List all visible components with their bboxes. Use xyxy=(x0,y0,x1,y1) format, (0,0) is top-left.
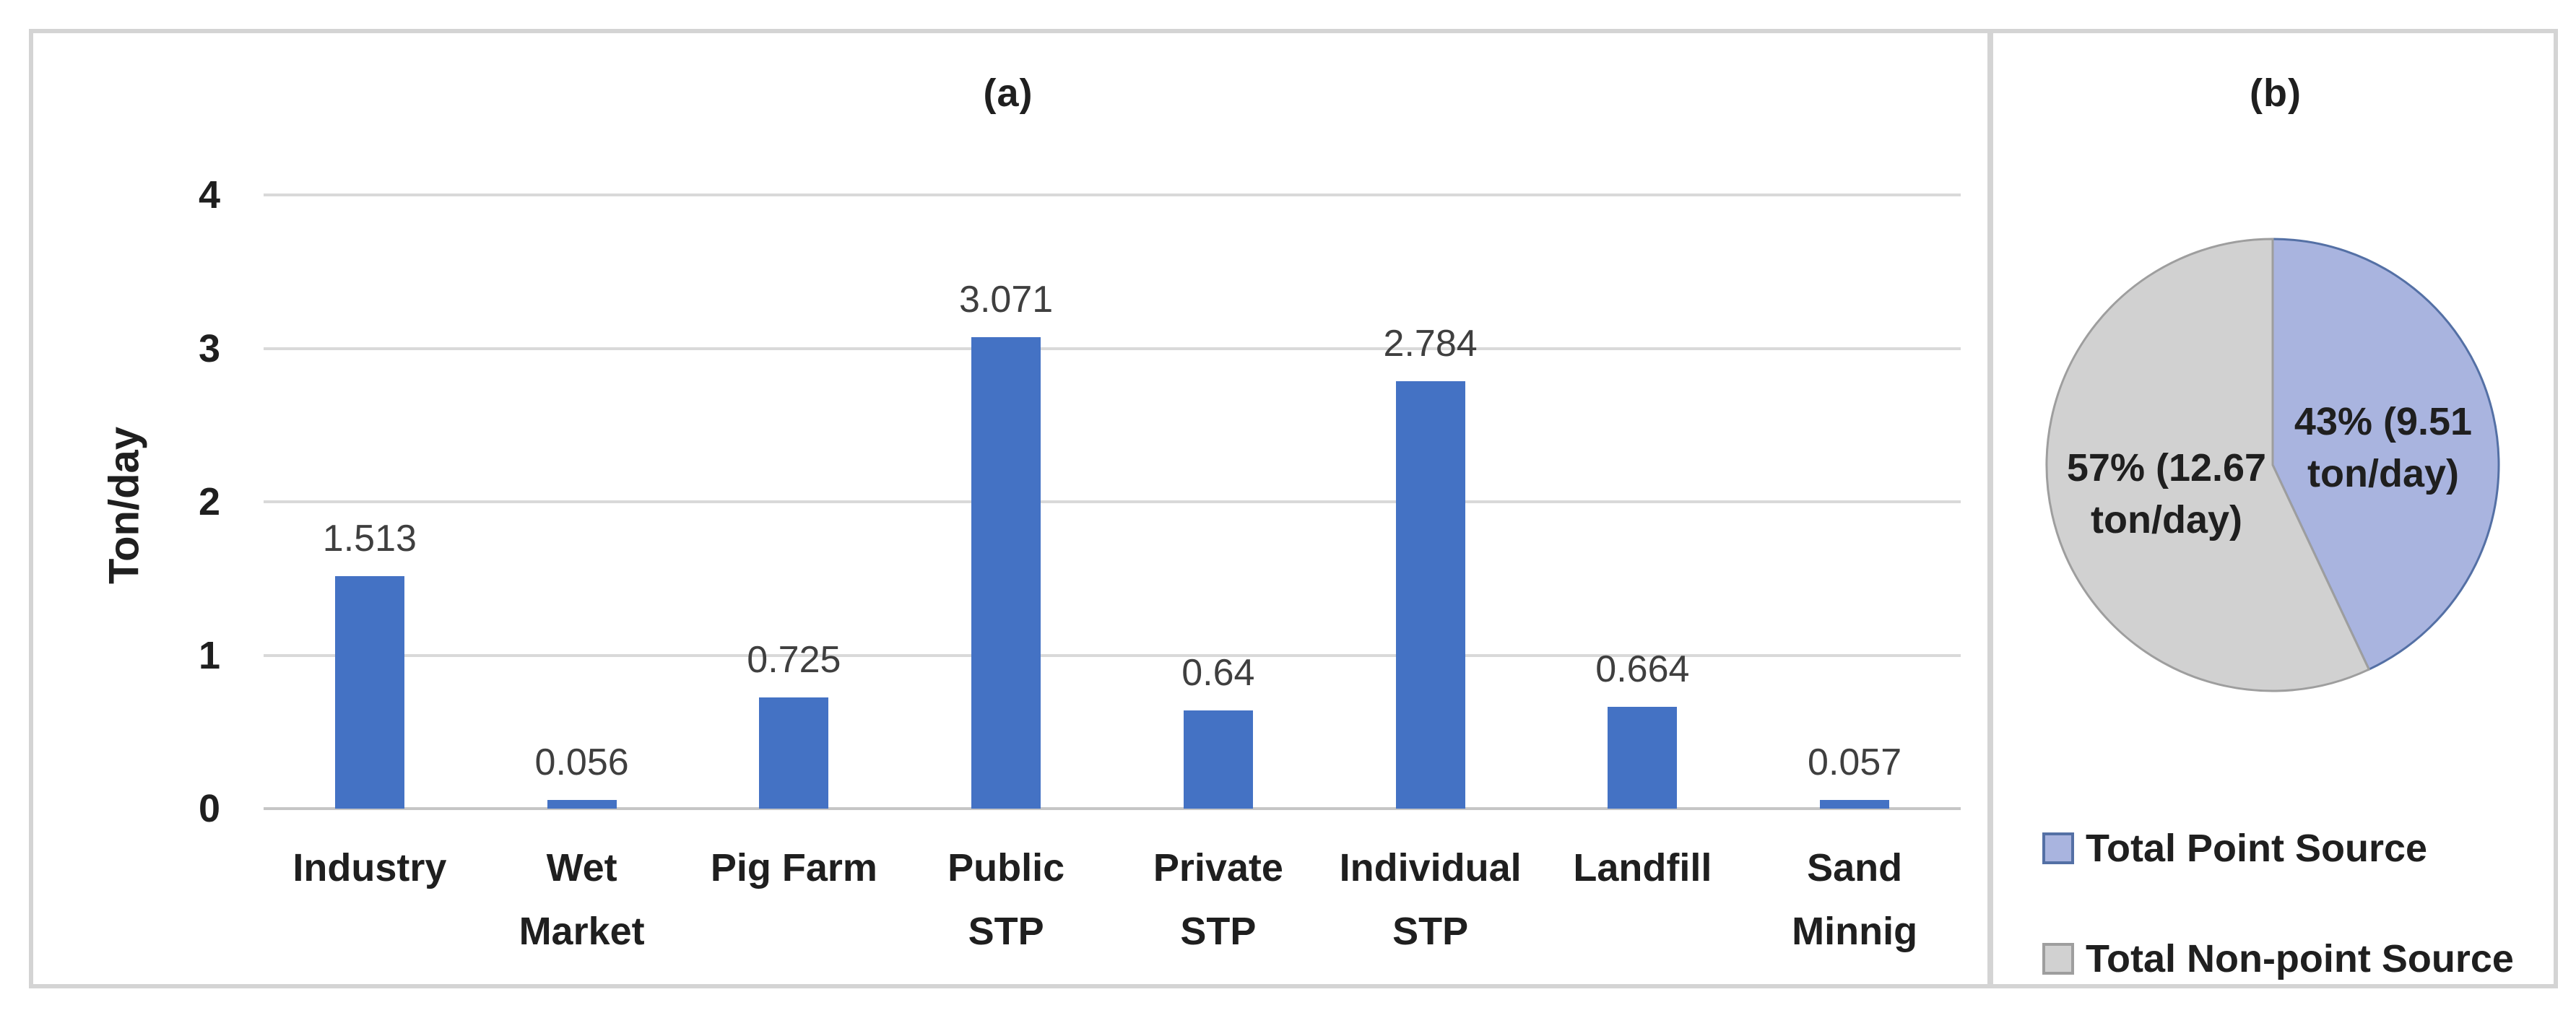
bar-value-label: 0.664 xyxy=(1595,648,1690,690)
bar-value-label: 0.64 xyxy=(1181,652,1255,694)
category-label: Individual STP xyxy=(1339,846,1522,953)
category-label: Industry xyxy=(292,846,447,889)
legend-swatch-point-source-icon xyxy=(2042,832,2074,864)
pie-chart xyxy=(2045,238,2500,692)
category-label: Landfill xyxy=(1573,846,1712,889)
bar-individual-stp xyxy=(1395,381,1465,809)
bar-value-label: 2.784 xyxy=(1383,323,1478,365)
y-tick-label: 2 xyxy=(198,480,220,523)
y-tick-label: 0 xyxy=(198,787,220,830)
bar-pig-farm xyxy=(759,697,829,809)
panel-b-title: (b) xyxy=(2250,71,2302,115)
category-label: Sand Minnig xyxy=(1792,846,1918,953)
gridline xyxy=(264,500,1961,503)
bar-value-label: 0.725 xyxy=(747,638,841,681)
pie-slice-total-non-point-source xyxy=(2045,238,2371,692)
y-tick-label: 1 xyxy=(198,633,220,677)
pie-slice-total-point-source xyxy=(2271,238,2500,671)
bar-value-label: 1.513 xyxy=(322,518,417,560)
pie-label-nonpoint-source: 57% (12.67 ton/day) xyxy=(2066,446,2267,541)
bar-sand-minnig xyxy=(1820,799,1890,809)
gridline xyxy=(264,653,1961,657)
legend-label-nonpoint-source: Total Non-point Source xyxy=(2086,937,2514,980)
legend-label-point-source: Total Point Source xyxy=(2086,827,2428,870)
bar-landfill xyxy=(1608,706,1678,809)
bar-public-stp xyxy=(971,337,1041,809)
bar-wet-market xyxy=(547,800,617,809)
bar-industry xyxy=(334,576,404,809)
bar-value-label: 3.071 xyxy=(959,279,1054,321)
y-tick-label: 3 xyxy=(198,326,220,370)
legend-swatch-nonpoint-source-icon xyxy=(2042,943,2074,975)
gridline xyxy=(264,193,1961,196)
category-label: Public STP xyxy=(947,846,1065,953)
bar-value-label: 0.056 xyxy=(534,741,629,784)
category-label: Pig Farm xyxy=(710,846,877,889)
category-label: Wet Market xyxy=(519,846,645,953)
category-label: Private STP xyxy=(1153,846,1283,953)
gridline xyxy=(264,807,1961,810)
legend-item-nonpoint-source: Total Non-point Source xyxy=(2042,937,2514,980)
bar-value-label: 0.057 xyxy=(1808,741,1902,783)
pie-label-point-source: 43% (9.51 ton/day) xyxy=(2294,400,2473,495)
legend-item-point-source: Total Point Source xyxy=(2042,827,2427,870)
panel-a-title: (a) xyxy=(983,71,1033,115)
panel-divider xyxy=(1987,29,1993,988)
bar-private-stp xyxy=(1183,710,1253,809)
gridline xyxy=(264,347,1961,350)
y-tick-label: 4 xyxy=(198,173,220,217)
